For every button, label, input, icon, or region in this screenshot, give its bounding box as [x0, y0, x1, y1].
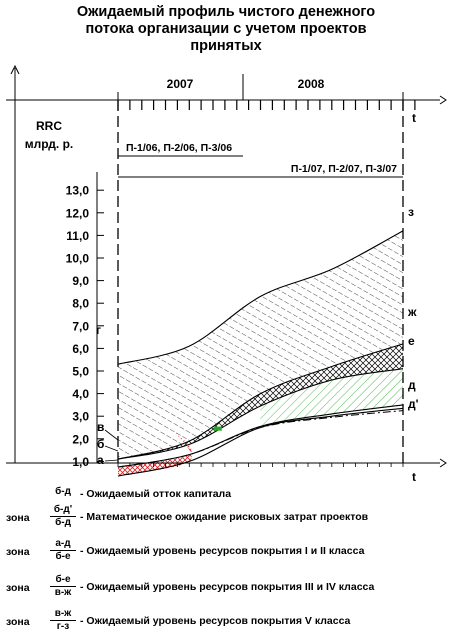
y-axis-label-rrc: RRC: [36, 119, 62, 133]
y-tick-label: 6,0: [72, 342, 89, 356]
title-line-3: принятых: [190, 38, 262, 54]
title-line-1: Ожидаемый профиль чистого денежного: [76, 4, 376, 20]
legend-fraction-num: а-д: [50, 538, 76, 551]
legend-desc: - Ожидаемый отток капитала: [80, 488, 232, 500]
legend-fraction-den: г-з: [56, 621, 70, 632]
label-d: д: [408, 378, 416, 392]
bottom-axis-arrow: [439, 458, 447, 468]
junction-marker: [213, 426, 222, 431]
top-axis-arrow: [439, 95, 447, 105]
curves-group: [117, 230, 404, 477]
y-tick-label: 12,0: [66, 206, 90, 220]
legend-desc: - Ожидаемый уровень ресурсов покрытия II…: [80, 581, 375, 593]
legend-fraction-num: б-д: [55, 486, 71, 497]
legend-desc: - Ожидаемый уровень ресурсов покрытия V …: [80, 615, 351, 627]
curve-6: [117, 230, 404, 365]
label-zh: ж: [407, 305, 417, 319]
y-tick-label: 13,0: [66, 184, 90, 198]
legend-fraction-num: в-ж: [50, 608, 76, 621]
y-tick-label: 4,0: [72, 387, 89, 401]
title-line-2: потока организации с учетом проектов: [85, 21, 367, 37]
y-tick-label: 2,0: [72, 432, 89, 446]
leader-a: [104, 459, 119, 462]
y-tick-label: 7,0: [72, 319, 89, 333]
time-label-top: t: [412, 111, 416, 125]
chart-title: Ожидаемый профиль чистого денежного пото…: [30, 4, 422, 55]
cash-flow-chart: 13,0 12,0 11,0 10,0 9,0 8,0 7,0 6,0 5,0 4,0 3,0 2,0…: [6, 64, 447, 484]
leader-b: [104, 445, 119, 452]
month-ticks-group: [117, 100, 416, 467]
left-axis-arrow: [10, 64, 20, 75]
legend-desc: - Ожидаемый уровень ресурсов покрытия I …: [80, 545, 365, 557]
y-tick-label: 11,0: [66, 229, 89, 243]
time-label-bottom: t: [412, 470, 416, 484]
legend-fraction: б-д' б-д: [50, 504, 76, 529]
y-axis-label-units: млрд. р.: [25, 137, 73, 151]
project-label-2007: П-1/07, П-2/07, П-3/07: [291, 163, 397, 175]
project-label-2006: П-1/06, П-2/06, П-3/06: [126, 142, 232, 154]
legend-zone-label: зона: [6, 616, 30, 628]
y-ticks-group: 13,0 12,0 11,0 10,0 9,0 8,0 7,0 6,0 5,0 4,0 3,0 2,0…: [66, 184, 104, 469]
curve-4: [117, 368, 404, 460]
y-tick-label: 8,0: [72, 297, 89, 311]
legend-desc: - Математическое ожидание рисковых затра…: [80, 511, 369, 523]
y-tick-label: 1,0: [72, 455, 89, 469]
y-tick-label: 10,0: [66, 252, 90, 266]
legend-fraction-den: в-ж: [54, 587, 72, 598]
legend-zone-label: зона: [6, 512, 30, 524]
legend-fraction-num: б-д': [50, 504, 76, 517]
y-tick-label: 5,0: [72, 365, 89, 379]
legend-fraction: б-д: [50, 486, 76, 498]
legend-zone-label: зона: [6, 546, 30, 558]
zone-class-5: [118, 230, 403, 460]
legend-fraction-den: б-д: [55, 517, 71, 528]
label-z: з: [408, 205, 414, 219]
label-g: г: [96, 323, 101, 337]
legend-fraction-den: б-е: [55, 551, 71, 562]
label-d-prime: д': [408, 397, 419, 411]
zone-class-3-4: [118, 343, 403, 460]
year-label-2007: 2007: [167, 77, 194, 91]
legend-fraction-num: б-е: [50, 574, 76, 587]
legend-fraction: б-е в-ж: [50, 574, 76, 599]
leader-v: [104, 429, 119, 441]
curve-3: [117, 410, 404, 468]
zone-class-1-2: [260, 368, 403, 427]
legend-fraction: в-ж г-з: [50, 608, 76, 633]
label-a: а: [97, 453, 104, 467]
y-tick-label: 9,0: [72, 274, 89, 288]
legend-fraction: а-д б-е: [50, 538, 76, 563]
legend-zone-label: зона: [6, 582, 30, 594]
label-v: в: [97, 420, 104, 434]
label-b: б: [97, 437, 104, 451]
zones-group: [118, 230, 403, 477]
label-e: е: [408, 334, 415, 348]
year-label-2008: 2008: [298, 77, 325, 91]
zone-risk-costs: [118, 432, 192, 477]
y-tick-label: 3,0: [72, 410, 89, 424]
curve-5: [117, 343, 404, 460]
